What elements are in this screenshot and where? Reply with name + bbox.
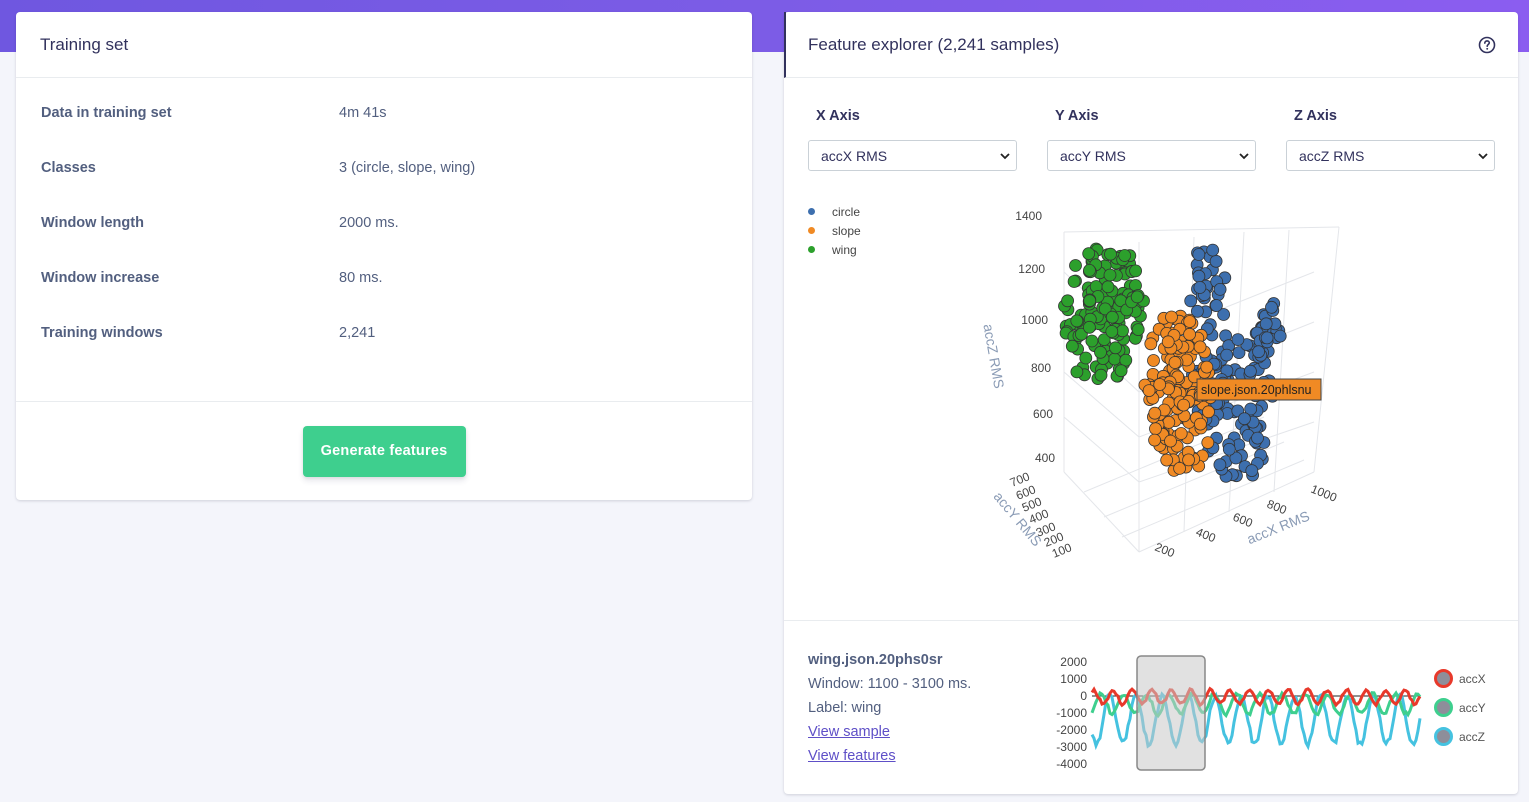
signal-chart[interactable]: 2000 1000 0 -1000 -2000 -3000 -4000 [1040, 642, 1440, 772]
view-sample-link[interactable]: View sample [808, 724, 890, 740]
legend-item-accx[interactable]: accX [1434, 664, 1486, 693]
legend-label: circle [832, 204, 861, 219]
chevron-down-icon [1000, 152, 1010, 159]
chevron-down-icon [1478, 152, 1488, 159]
sample-label: Label: wing [808, 700, 882, 716]
sample-info: wing.json.20phs0sr Window: 1100 - 3100 m… [808, 648, 971, 768]
x-axis-label: X Axis [816, 108, 860, 124]
info-label: Data in training set [41, 105, 172, 121]
plot-legend: circle slope wing [808, 202, 861, 259]
accy-marker-icon [1434, 698, 1453, 717]
accx-marker-icon [1434, 669, 1453, 688]
feature-explorer-card: Feature explorer (2,241 samples) X Axis … [784, 12, 1518, 794]
feature-explorer-title: Feature explorer (2,241 samples) [784, 12, 1518, 78]
view-features-link[interactable]: View features [808, 748, 896, 764]
y-axis-group: Y Axis accY RMS [1047, 108, 1256, 171]
legend-item-slope[interactable]: slope [808, 221, 861, 240]
x-axis-selected: accX RMS [821, 147, 888, 164]
info-value: 4m 41s [339, 105, 387, 121]
z-axis-group: Z Axis accZ RMS [1286, 108, 1495, 171]
plot-points [1058, 242, 1287, 483]
y-axis-select[interactable]: accY RMS [1047, 140, 1256, 171]
series-label: accX [1459, 671, 1486, 686]
x-axis-select[interactable]: accX RMS [808, 140, 1017, 171]
question-circle-icon[interactable] [1478, 36, 1496, 54]
signal-y-tick: 0 [1080, 689, 1087, 703]
signal-y-tick: -4000 [1056, 757, 1087, 771]
legend-dot [808, 208, 815, 215]
legend-dot [808, 227, 815, 234]
signal-y-tick: -1000 [1056, 706, 1087, 720]
legend-label: wing [832, 242, 857, 257]
generate-features-button[interactable]: Generate features [302, 425, 466, 477]
z-tick: 1400 [1015, 209, 1042, 223]
series-label: accY [1459, 700, 1486, 715]
info-row: Data in training set 4m 41s [41, 105, 727, 160]
scatter-3d-plot[interactable]: 1400 1200 1000 800 600 400 accZ RMS 700 … [974, 202, 1374, 562]
signal-y-tick: 1000 [1060, 672, 1087, 686]
z-tick: 1200 [1018, 262, 1045, 276]
y-axis-label: Y Axis [1055, 108, 1099, 124]
signal-y-tick: 2000 [1060, 655, 1087, 669]
info-row: Training windows 2,241 [41, 325, 727, 380]
training-set-info: Data in training set 4m 41s Classes 3 (c… [16, 78, 752, 380]
training-set-footer: Generate features [16, 401, 752, 500]
z-axis-title: accZ RMS [980, 323, 1007, 390]
signal-y-tick: -3000 [1056, 740, 1087, 754]
x-tick: 800 [1265, 497, 1289, 518]
x-tick: 200 [1153, 540, 1177, 561]
x-tick: 400 [1194, 525, 1218, 546]
training-set-title: Training set [16, 12, 752, 78]
info-row: Classes 3 (circle, slope, wing) [41, 160, 727, 215]
z-axis-label: Z Axis [1294, 108, 1337, 124]
legend-item-wing[interactable]: wing [808, 240, 861, 259]
info-value: 3 (circle, slope, wing) [339, 160, 476, 176]
info-row: Window length 2000 ms. [41, 215, 727, 270]
legend-label: slope [832, 223, 861, 238]
z-axis-selected: accZ RMS [1299, 147, 1365, 164]
info-value: 80 ms. [339, 270, 383, 286]
x-axis-group: X Axis accX RMS [808, 108, 1017, 171]
legend-dot [808, 246, 815, 253]
z-tick: 400 [1035, 451, 1055, 465]
training-set-card: Training set Data in training set 4m 41s… [16, 12, 752, 500]
z-axis-select[interactable]: accZ RMS [1286, 140, 1495, 171]
legend-item-circle[interactable]: circle [808, 202, 861, 221]
info-label: Classes [41, 160, 96, 176]
info-value: 2000 ms. [339, 215, 399, 231]
series-label: accZ [1459, 729, 1486, 744]
signal-y-tick: -2000 [1056, 723, 1087, 737]
legend-item-accy[interactable]: accY [1434, 693, 1486, 722]
info-value: 2,241 [339, 325, 376, 341]
x-tick: 600 [1231, 510, 1255, 531]
info-label: Window length [41, 215, 144, 231]
signal-y-axis: 2000 1000 0 -1000 -2000 -3000 -4000 [1056, 655, 1087, 771]
info-label: Window increase [41, 270, 160, 286]
point-tooltip: slope.json.20phlsnu [1196, 378, 1322, 401]
sample-window: Window: 1100 - 3100 ms. [808, 676, 972, 692]
legend-item-accz[interactable]: accZ [1434, 722, 1486, 751]
z-tick: 800 [1031, 361, 1051, 375]
sample-name: wing.json.20phs0sr [808, 652, 943, 668]
signal-legend: accX accY accZ [1434, 664, 1486, 751]
section-divider [784, 620, 1518, 621]
info-row: Window increase 80 ms. [41, 270, 727, 325]
y-axis-selected: accY RMS [1060, 147, 1126, 164]
window-selection-box[interactable] [1136, 655, 1206, 771]
z-tick: 1000 [1021, 313, 1048, 327]
z-tick: 600 [1033, 407, 1053, 421]
chevron-down-icon [1239, 152, 1249, 159]
tooltip-text: slope.json.20phlsnu [1201, 383, 1312, 397]
x-tick: 1000 [1309, 482, 1339, 505]
info-label: Training windows [41, 325, 163, 341]
accz-marker-icon [1434, 727, 1453, 746]
